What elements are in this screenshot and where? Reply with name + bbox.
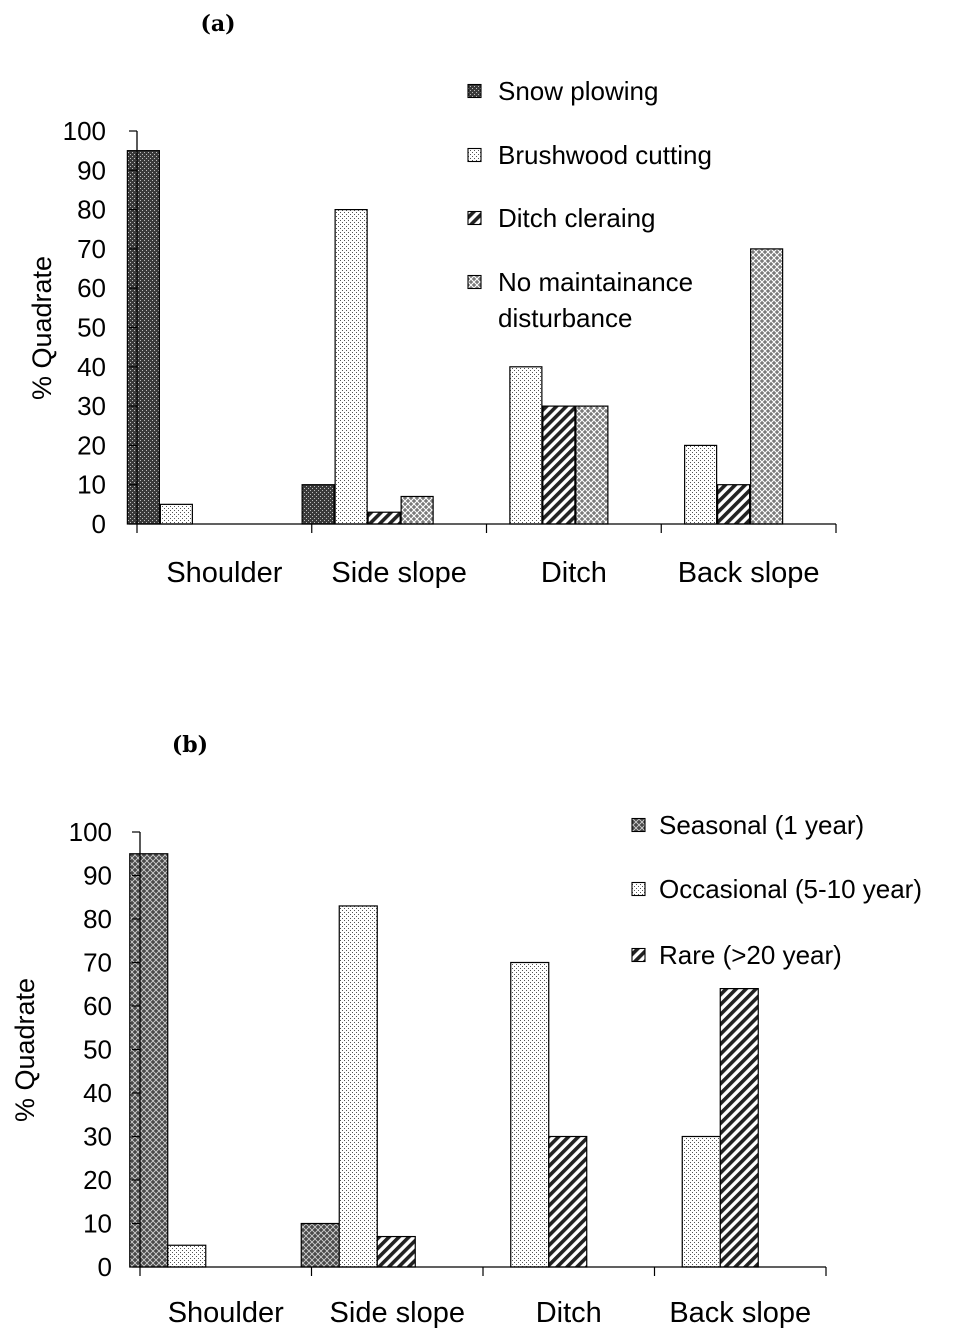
x-category-label-b-0: Shoulder bbox=[168, 1297, 284, 1329]
bar-a-s1-c2 bbox=[509, 366, 543, 525]
bar-a-s2-c2 bbox=[542, 405, 576, 525]
bar-a-s3-c2 bbox=[575, 405, 609, 525]
y-axis-title-a: % Quadrate bbox=[27, 256, 57, 400]
y-tick-label-a-4: 40 bbox=[77, 352, 106, 382]
y-tick-label-a-8: 80 bbox=[77, 195, 106, 225]
bar-a-s1-c1 bbox=[334, 209, 368, 525]
y-tick-label-b-0: 0 bbox=[98, 1252, 112, 1282]
x-category-label-b-3: Back slope bbox=[669, 1297, 811, 1329]
legend-label-a-3-line1: disturbance bbox=[498, 303, 632, 333]
bar-a-s2-c1 bbox=[367, 511, 401, 525]
bar-a-s3-c3 bbox=[750, 248, 784, 525]
x-category-label-b-1: Side slope bbox=[330, 1297, 465, 1329]
y-tick-label-b-5: 50 bbox=[83, 1035, 112, 1065]
y-tick-label-b-1: 10 bbox=[83, 1209, 112, 1239]
bar-a-s1-c3 bbox=[684, 444, 718, 525]
bar-a-s3-c1 bbox=[400, 495, 434, 525]
bar-a-s0-c0 bbox=[126, 150, 160, 525]
legend-label-a-1: Brushwood cutting bbox=[498, 140, 712, 170]
bar-b-s0-c1 bbox=[300, 1222, 340, 1268]
y-tick-label-b-2: 20 bbox=[83, 1165, 112, 1195]
legend-swatch-b-0 bbox=[631, 817, 646, 833]
legend-swatch-a-2 bbox=[467, 210, 482, 226]
y-tick-label-a-3: 30 bbox=[77, 391, 106, 421]
bar-b-s2-c3 bbox=[719, 987, 759, 1268]
plot-area-b: 0 10 20 30 40 50 60 70 80 90 100 Shoulder Side slope… bbox=[69, 810, 922, 1329]
legend-swatch-a-1 bbox=[467, 147, 482, 163]
legend-label-b-0: Seasonal (1 year) bbox=[659, 810, 864, 840]
legend-label-b-2: Rare (>20 year) bbox=[659, 940, 842, 970]
y-tick-label-b-6: 60 bbox=[83, 991, 112, 1021]
y-tick-label-a-5: 50 bbox=[77, 313, 106, 343]
x-category-label-a-0: Shoulder bbox=[166, 557, 282, 589]
y-tick-label-a-7: 70 bbox=[77, 234, 106, 264]
y-tick-label-b-10: 100 bbox=[69, 817, 112, 847]
y-tick-label-a-10: 100 bbox=[63, 116, 106, 146]
y-tick-label-a-2: 20 bbox=[77, 430, 106, 460]
y-axis-title-b: % Quadrate bbox=[10, 978, 40, 1122]
legend-label-a-3-line0: No maintainance bbox=[498, 267, 693, 297]
legend-swatch-a-0 bbox=[467, 83, 482, 99]
y-tick-label-a-6: 60 bbox=[77, 273, 106, 303]
legend-a: Snow plowing Brushwood cutting Ditch clera… bbox=[467, 76, 712, 333]
y-tick-label-a-0: 0 bbox=[92, 509, 106, 539]
y-tick-label-b-7: 70 bbox=[83, 948, 112, 978]
y-tick-label-b-8: 80 bbox=[83, 904, 112, 934]
legend-label-a-0: Snow plowing bbox=[498, 76, 658, 106]
panel-label-b: (b) bbox=[172, 732, 208, 758]
legend-label-a-2: Ditch cleraing bbox=[498, 203, 656, 233]
y-tick-label-b-4: 40 bbox=[83, 1078, 112, 1108]
legend-b: Seasonal (1 year) Occasional (5-10 year) R… bbox=[631, 810, 922, 970]
legend-swatch-a-3 bbox=[467, 274, 482, 290]
y-tick-label-b-9: 90 bbox=[83, 861, 112, 891]
bar-b-s0-c0 bbox=[129, 853, 169, 1268]
bar-b-s1-c3 bbox=[681, 1135, 721, 1268]
legend-swatch-b-2 bbox=[631, 947, 646, 963]
x-category-label-a-2: Ditch bbox=[541, 557, 607, 589]
bar-a-s0-c1 bbox=[301, 484, 335, 525]
bar-b-s1-c2 bbox=[510, 961, 550, 1268]
bar-b-s1-c0 bbox=[167, 1244, 207, 1268]
bar-a-s1-c0 bbox=[159, 503, 193, 525]
x-category-label-a-1: Side slope bbox=[331, 557, 466, 589]
bar-b-s2-c1 bbox=[376, 1235, 416, 1268]
y-tick-label-b-3: 30 bbox=[83, 1122, 112, 1152]
y-tick-label-a-1: 10 bbox=[77, 470, 106, 500]
y-tick-label-a-9: 90 bbox=[77, 155, 106, 185]
x-category-label-a-3: Back slope bbox=[678, 557, 820, 589]
legend-swatch-b-1 bbox=[631, 881, 646, 897]
plot-area-a: 0 10 20 30 40 50 60 70 80 90 100 Shoulder Side slope… bbox=[63, 76, 837, 589]
legend-label-b-1: Occasional (5-10 year) bbox=[659, 874, 922, 904]
bar-a-s2-c3 bbox=[717, 484, 751, 525]
panel-label-a: (a) bbox=[200, 11, 235, 37]
x-category-label-b-2: Ditch bbox=[536, 1297, 602, 1329]
bar-b-s2-c2 bbox=[548, 1135, 588, 1268]
bar-b-s1-c1 bbox=[338, 905, 378, 1268]
